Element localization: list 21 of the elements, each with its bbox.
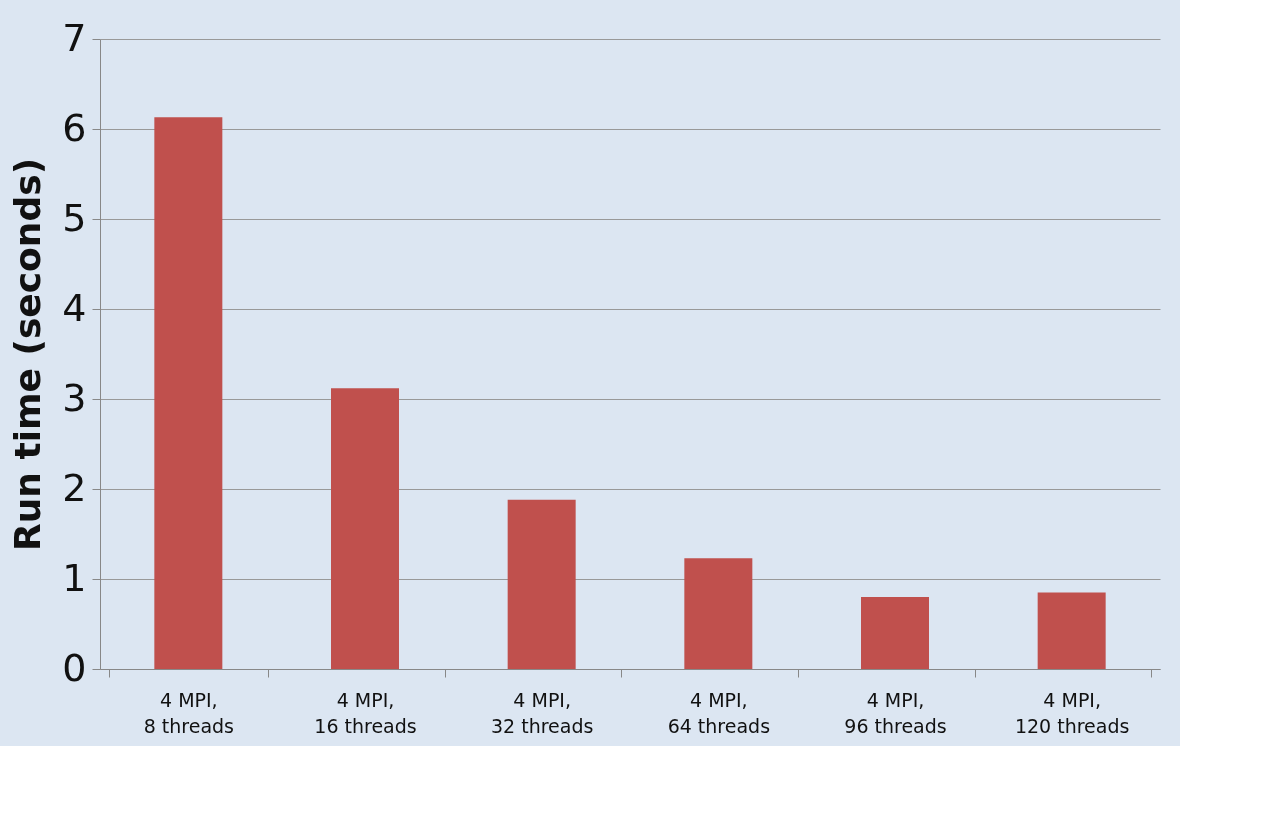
y-tick-label: 3 [62,375,87,420]
bar [684,558,753,669]
y-tick-label: 6 [62,105,87,150]
bar [1037,592,1106,669]
x-tick-label: 4 MPI, 16 threads [314,688,417,737]
x-tick-label: 4 MPI, 8 threads [143,688,234,737]
bar [331,388,399,669]
bar [154,117,223,669]
y-axis-title: Run time (seconds) [7,157,49,552]
bar [861,597,929,669]
y-tick-label: 4 [62,285,87,330]
bar [507,499,576,669]
y-tick-label: 0 [62,645,87,690]
x-tick-label: 4 MPI, 64 threads [667,688,771,737]
x-tick-label: 4 MPI, 120 threads [1014,688,1130,737]
x-tick-label: 4 MPI, 32 threads [490,688,594,737]
y-tick-label: 1 [62,555,87,600]
y-tick-label: 2 [62,465,87,510]
y-tick-label: 5 [62,195,87,240]
x-tick-label: 4 MPI, 96 threads [844,688,947,737]
y-tick-label: 7 [62,15,87,60]
